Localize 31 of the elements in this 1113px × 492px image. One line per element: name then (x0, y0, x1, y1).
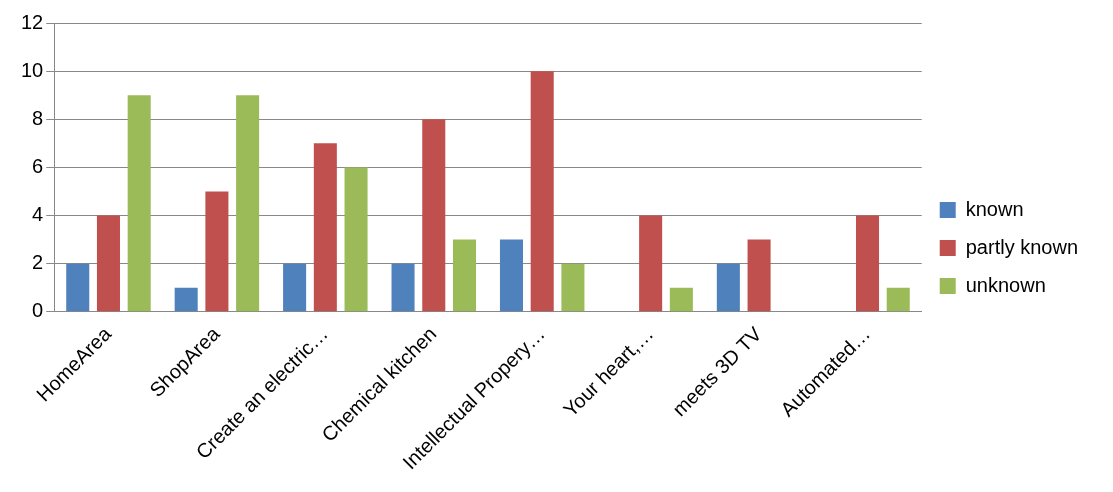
y-tick-label: 10 (21, 58, 44, 81)
bar (127, 95, 151, 312)
bar (716, 263, 740, 312)
bar (855, 215, 880, 312)
y-tick-label: 4 (32, 203, 44, 226)
bar (66, 263, 90, 312)
bar (639, 215, 663, 312)
y-tick-label: 0 (32, 299, 44, 322)
bar (886, 287, 910, 312)
bar (174, 287, 198, 312)
y-tick-label: 8 (32, 106, 44, 129)
bar (422, 119, 446, 312)
legend-label: unknown (965, 273, 1046, 296)
bar (96, 215, 120, 312)
y-tick-label: 6 (32, 154, 44, 177)
bar (283, 263, 307, 312)
legend-label: partly known (965, 235, 1079, 258)
bar (499, 239, 523, 312)
y-tick-label: 2 (32, 251, 44, 274)
bar (344, 167, 368, 312)
bar (313, 143, 337, 312)
bar (236, 95, 260, 312)
bar (391, 263, 415, 312)
bar (747, 239, 771, 312)
legend-label: known (965, 197, 1024, 220)
bar (530, 71, 554, 312)
bar (205, 191, 229, 312)
y-tick-label: 12 (21, 10, 44, 33)
bar (669, 287, 693, 312)
bar (452, 239, 477, 312)
bar (561, 263, 585, 312)
